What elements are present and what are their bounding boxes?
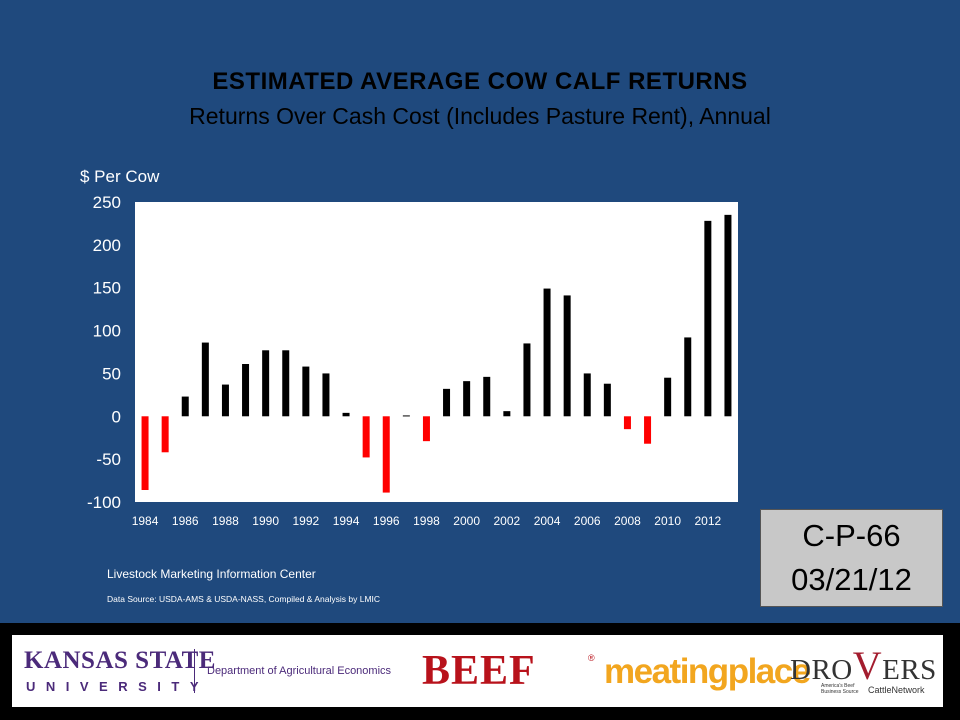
x-tick-label: 1990 xyxy=(252,514,279,528)
x-tick-label: 1986 xyxy=(172,514,199,528)
source-organization: Livestock Marketing Information Center xyxy=(107,567,316,581)
stamp-date: 03/21/12 xyxy=(791,562,912,597)
bar-2009 xyxy=(644,416,652,444)
drovers-logo: DROVERS xyxy=(790,646,937,687)
x-tick-label: 2004 xyxy=(534,514,561,528)
y-tick-label: 50 xyxy=(102,364,121,383)
beef-registered-mark: ® xyxy=(588,653,595,663)
bar-1998 xyxy=(422,416,430,442)
x-tick-label: 2008 xyxy=(614,514,641,528)
ksu-logo-university: UNIVERSITY xyxy=(26,679,210,694)
y-tick-label: -50 xyxy=(96,450,121,469)
y-tick-label: 0 xyxy=(112,407,121,426)
x-tick-label: 1996 xyxy=(373,514,400,528)
bar-1994 xyxy=(342,412,350,417)
bar-1993 xyxy=(322,373,330,417)
bar-1990 xyxy=(262,350,270,417)
x-tick-label: 2002 xyxy=(493,514,520,528)
x-tick-label: 2000 xyxy=(453,514,480,528)
bar-2000 xyxy=(463,381,471,417)
bar-1997 xyxy=(402,415,410,417)
ksu-department: Department of Agricultural Economics xyxy=(207,665,392,677)
y-tick-labels: 250 200 150 100 50 0 -50 -100 xyxy=(87,193,121,512)
x-tick-label: 2006 xyxy=(574,514,601,528)
ksu-logo-name: KANSAS STATE xyxy=(24,647,216,674)
x-tick-label: 2010 xyxy=(654,514,681,528)
bars-layer xyxy=(141,214,732,493)
bar-2002 xyxy=(503,411,511,417)
x-tick-label: 1998 xyxy=(413,514,440,528)
bar-1984 xyxy=(141,416,149,490)
footer-logos: KANSAS STATE UNIVERSITY Department of Ag… xyxy=(12,635,943,707)
y-tick-label: -100 xyxy=(87,493,121,512)
bar-2008 xyxy=(623,416,631,430)
stamp-code: C-P-66 xyxy=(802,518,901,553)
y-tick-label: 100 xyxy=(93,322,121,341)
bar-2004 xyxy=(543,288,551,417)
bar-2010 xyxy=(664,377,672,417)
bar-1996 xyxy=(382,416,390,493)
bar-2007 xyxy=(603,383,611,417)
drovers-network: CattleNetwork xyxy=(868,685,925,695)
x-tick-label: 2012 xyxy=(694,514,721,528)
y-axis-label: $ Per Cow xyxy=(80,167,160,186)
bar-2012 xyxy=(704,220,712,417)
beef-logo: BEEF xyxy=(422,648,536,694)
chart-subtitle: Returns Over Cash Cost (Includes Pasture… xyxy=(189,103,771,129)
x-tick-label: 1984 xyxy=(132,514,159,528)
bar-1986 xyxy=(181,396,189,417)
meatingplace-logo: meatingplace xyxy=(604,652,811,691)
x-tick-labels: 1984 1986 1988 1990 1992 1994 1996 1998 2000 2002… xyxy=(132,514,722,528)
bar-1992 xyxy=(302,366,310,417)
bar-1991 xyxy=(282,350,290,417)
bar-2013 xyxy=(724,214,732,417)
drovers-logo-part-b: ERS xyxy=(882,654,937,686)
bar-1989 xyxy=(242,364,250,417)
y-tick-label: 200 xyxy=(93,236,121,255)
bar-2006 xyxy=(583,373,591,417)
ksu-divider xyxy=(194,649,195,693)
chart-title: ESTIMATED AVERAGE COW CALF RETURNS xyxy=(212,68,748,95)
bar-1987 xyxy=(201,342,209,417)
plot-area xyxy=(135,202,738,502)
y-tick-label: 150 xyxy=(93,279,121,298)
bar-2005 xyxy=(563,295,571,417)
drovers-logo-part-a: DRO xyxy=(790,654,853,686)
drovers-logo-v: V xyxy=(852,643,883,688)
bar-2003 xyxy=(523,343,531,417)
slide-stamp: C-P-66 03/21/12 xyxy=(760,509,943,607)
bar-1999 xyxy=(443,388,451,417)
bar-2001 xyxy=(483,376,491,417)
y-tick-label: 250 xyxy=(93,193,121,212)
bar-1988 xyxy=(221,384,229,417)
source-note: Data Source: USDA-AMS & USDA-NASS, Compi… xyxy=(107,594,381,604)
bar-1995 xyxy=(362,416,370,458)
x-tick-label: 1988 xyxy=(212,514,239,528)
bar-1985 xyxy=(161,416,169,453)
bar-2011 xyxy=(684,337,692,417)
x-tick-label: 1994 xyxy=(333,514,360,528)
x-tick-label: 1992 xyxy=(292,514,319,528)
drovers-tagline: America's Beef Business Source xyxy=(821,683,859,695)
